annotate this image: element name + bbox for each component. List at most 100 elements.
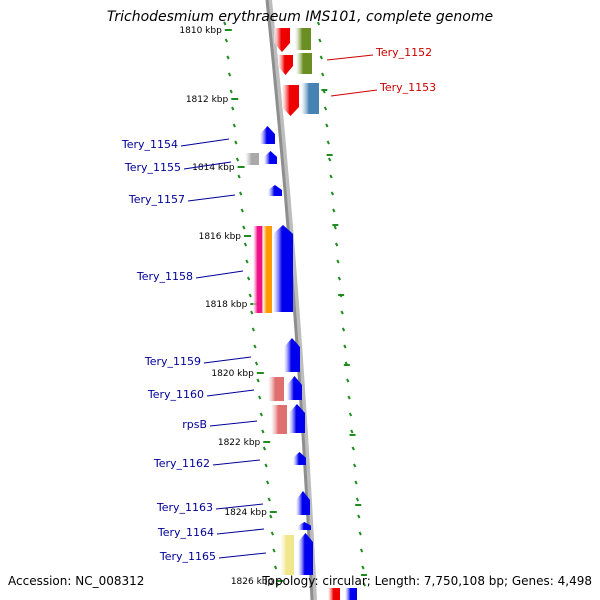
gene-box-blue bbox=[273, 225, 293, 312]
inner-ruler-dot bbox=[264, 463, 268, 468]
gene-box-orange bbox=[262, 226, 272, 313]
gene-box-blue bbox=[345, 588, 357, 600]
inner-ruler-dot bbox=[231, 106, 235, 111]
outer-ruler-dot bbox=[357, 514, 361, 519]
gene-leader-line bbox=[212, 459, 261, 466]
gene-box-blue bbox=[296, 491, 310, 515]
outer-ruler-dot bbox=[343, 344, 347, 349]
gene-label-rpsb: rpsB bbox=[182, 418, 207, 431]
outer-ruler-dot bbox=[321, 72, 325, 77]
gene-label-tery-1164: Tery_1164 bbox=[157, 526, 214, 539]
inner-ruler-dot bbox=[275, 582, 279, 587]
gene-leader-line bbox=[195, 270, 244, 279]
gene-box-salmon bbox=[271, 405, 287, 434]
outer-ruler-dot bbox=[318, 38, 322, 43]
gene-box-magenta bbox=[253, 226, 263, 313]
inner-ruler-dot bbox=[259, 412, 263, 417]
outer-ruler-dot bbox=[332, 208, 336, 213]
outer-ruler-dot bbox=[330, 191, 335, 196]
gene-label-tery-1154: Tery_1154 bbox=[121, 138, 178, 151]
gene-label-tery-1152: Tery_1152 bbox=[375, 46, 432, 59]
inner-ruler-dot bbox=[265, 480, 270, 485]
inner-ruler-dot bbox=[270, 531, 275, 536]
inner-ruler-dot bbox=[267, 497, 271, 502]
gene-leader-line bbox=[215, 503, 264, 510]
accession-label: Accession: NC_008312 bbox=[8, 574, 145, 588]
gene-leader-line bbox=[209, 420, 258, 427]
gene-label-tery-1162: Tery_1162 bbox=[153, 457, 210, 470]
inner-ruler-dot bbox=[224, 38, 229, 43]
gene-box-blue bbox=[298, 522, 311, 530]
outer-ruler-dot bbox=[325, 123, 329, 128]
outer-ruler-dot bbox=[346, 378, 350, 383]
gene-box-blue bbox=[260, 126, 275, 144]
gene-box-steel bbox=[301, 83, 319, 114]
position-label-1810kbp: 1810 kbp bbox=[179, 26, 222, 36]
outer-ruler-dot bbox=[341, 327, 346, 332]
gene-box-olive bbox=[295, 28, 311, 50]
gene-box-blue bbox=[268, 185, 282, 196]
inner-ruler-dot bbox=[243, 242, 248, 247]
outer-ruler-dot bbox=[355, 497, 360, 502]
gene-leader-line bbox=[203, 356, 252, 364]
genome-backbone bbox=[265, 0, 314, 600]
position-label-1820kbp: 1820 kbp bbox=[211, 369, 254, 379]
gene-box-red bbox=[278, 55, 293, 75]
gene-leader-line bbox=[180, 138, 230, 147]
inner-ruler-dot bbox=[232, 123, 236, 128]
outer-ruler-dot bbox=[358, 531, 362, 536]
inner-ruler-dot bbox=[248, 293, 252, 298]
gene-label-tery-1158: Tery_1158 bbox=[136, 270, 193, 283]
gene-box-olive bbox=[296, 53, 312, 74]
inner-ruler-dot bbox=[250, 310, 254, 315]
inner-ruler-dot bbox=[273, 565, 278, 570]
inner-ruler-dot bbox=[234, 140, 238, 145]
gene-label-tery-1157: Tery_1157 bbox=[128, 193, 185, 206]
gene-leader-line bbox=[330, 89, 378, 97]
gene-box-red bbox=[282, 85, 299, 116]
gene-label-tery-1165: Tery_1165 bbox=[159, 550, 216, 563]
gene-leader-line bbox=[187, 194, 236, 202]
gene-label-tery-1160: Tery_1160 bbox=[147, 388, 204, 401]
outer-ruler-dot bbox=[329, 174, 333, 179]
inner-ruler-dot bbox=[226, 55, 230, 60]
outer-ruler-dot bbox=[323, 106, 328, 111]
position-label-1814kbp: 1814 kbp bbox=[192, 163, 235, 173]
inner-ruler-dot bbox=[251, 327, 256, 332]
inner-ruler-dot bbox=[254, 361, 259, 366]
gene-box-salmon bbox=[268, 377, 284, 401]
gene-box-red bbox=[328, 588, 340, 600]
inner-ruler-dot bbox=[242, 225, 246, 230]
gene-box-blue bbox=[289, 404, 305, 433]
inner-ruler-dot bbox=[269, 514, 273, 519]
backbone-shadow bbox=[266, 0, 317, 600]
map-title: Trichodesmium erythraeum IMS101, complet… bbox=[106, 9, 494, 25]
outer-ruler-dot bbox=[348, 412, 353, 417]
gene-box-blue bbox=[264, 151, 277, 164]
outer-ruler-dot bbox=[340, 310, 344, 315]
outer-ruler-dot bbox=[316, 21, 321, 26]
topology-summary: Topology: circular; Length: 7,750,108 bp… bbox=[262, 574, 592, 588]
gene-leader-line bbox=[218, 552, 267, 559]
outer-ruler-dot bbox=[337, 276, 342, 281]
outer-ruler-dot bbox=[328, 157, 332, 162]
position-label-1824kbp: 1824 kbp bbox=[224, 508, 267, 518]
outer-ruler-dot bbox=[362, 582, 367, 587]
inner-ruler-dot bbox=[258, 395, 262, 400]
outer-ruler-dot bbox=[351, 446, 355, 451]
gene-label-tery-1155: Tery_1155 bbox=[124, 161, 181, 174]
inner-ruler-dot bbox=[253, 344, 257, 349]
outer-ruler-dot bbox=[359, 548, 364, 553]
inner-ruler-dot bbox=[227, 72, 232, 77]
gene-box-blue bbox=[287, 376, 302, 400]
outer-ruler-dot bbox=[336, 259, 340, 264]
position-label-1818kbp: 1818 kbp bbox=[205, 300, 248, 310]
inner-ruler-dot bbox=[239, 191, 243, 196]
position-label-1816kbp: 1816 kbp bbox=[199, 232, 242, 242]
gene-label-tery-1153: Tery_1153 bbox=[379, 81, 436, 94]
inner-ruler-dot bbox=[245, 259, 249, 264]
gene-box-gray bbox=[245, 153, 259, 165]
inner-ruler-dot bbox=[262, 446, 267, 451]
gene-leader-line bbox=[183, 161, 232, 170]
